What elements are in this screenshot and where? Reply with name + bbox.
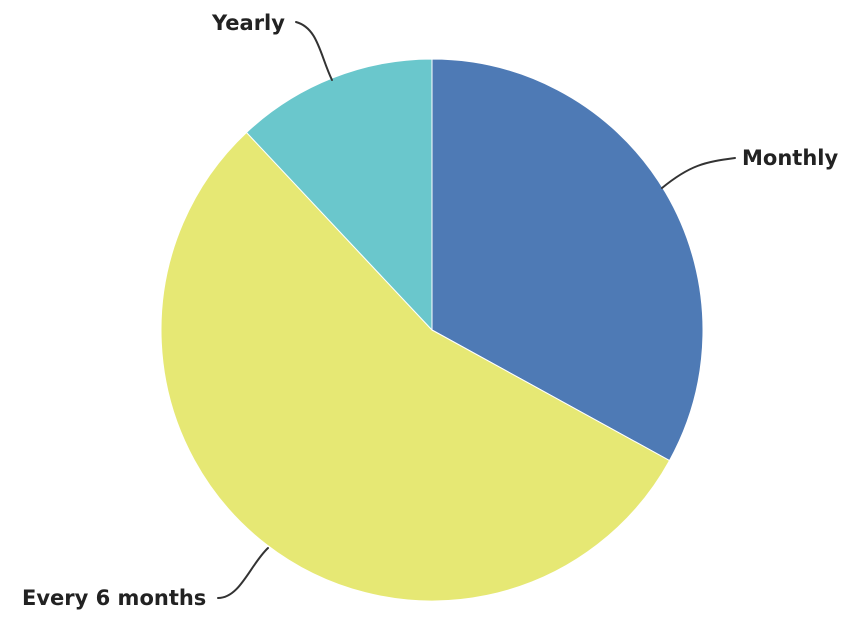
slice-label-every-6-months: Every 6 months [22, 586, 206, 610]
pie-slice-every-6-months [160, 131, 671, 602]
leader-line-monthly [661, 157, 736, 189]
leader-line-yearly [295, 21, 333, 81]
leader-line-every-6-months [217, 547, 269, 599]
slice-label-monthly: Monthly [742, 146, 838, 170]
pie-labels: Monthly Every 6 months Yearly [22, 11, 838, 610]
pie-slices [160, 58, 704, 602]
pie-slice-yearly [245, 58, 433, 332]
slice-label-yearly: Yearly [211, 11, 285, 35]
pie-slice-monthly [431, 58, 704, 462]
